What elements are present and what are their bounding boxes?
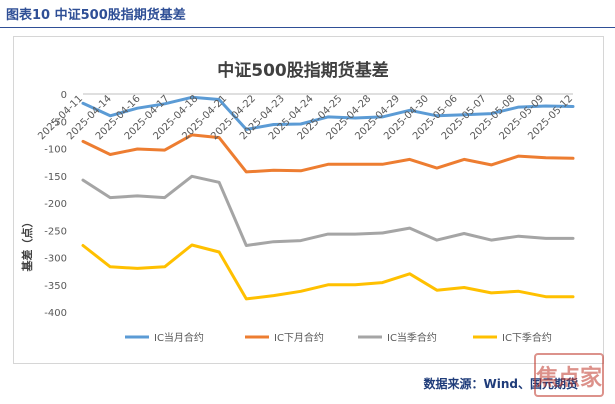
y-tick-label: -100 bbox=[44, 145, 67, 156]
y-tick-label: -150 bbox=[44, 172, 67, 183]
y-tick-label: 0 bbox=[61, 90, 67, 101]
y-tick-label: -400 bbox=[44, 308, 67, 319]
figure-caption: 图表10 中证500股指期货基差 bbox=[6, 8, 186, 23]
y-tick-label: -200 bbox=[44, 199, 67, 210]
y-tick-label: -300 bbox=[44, 254, 67, 265]
y-tick-label: -250 bbox=[44, 226, 67, 237]
y-axis-ticks: 0 -50 -100 -150 -200 -250 -300 -350 -400 bbox=[44, 90, 67, 319]
series-line-1 bbox=[81, 95, 575, 131]
x-axis-tick-labels: 2025-04-112025-04-142025-04-162025-04-17… bbox=[36, 93, 575, 142]
series-line-4 bbox=[81, 243, 575, 301]
chart-legend: IC当月合约 IC下月合约 IC当季合约 IC下季合约 bbox=[125, 331, 552, 344]
y-tick-label: -350 bbox=[44, 281, 67, 292]
legend-label: IC当季合约 bbox=[387, 331, 437, 344]
y-tick-label: -50 bbox=[51, 117, 67, 128]
chart-title: 中证500股指期货基差 bbox=[217, 60, 389, 81]
basis-line-chart: 中证500股指期货基差 基差（点） 0 -50 -100 -150 -200 -250 -3… bbox=[20, 60, 575, 344]
legend-label: IC下季合约 bbox=[502, 331, 552, 344]
watermark-logo: 焦点家 bbox=[534, 353, 604, 397]
series-lines bbox=[81, 95, 575, 301]
series-line-2 bbox=[81, 133, 575, 174]
y-axis-label: 基差（点） bbox=[20, 217, 34, 273]
legend-label: IC下月合约 bbox=[274, 331, 324, 344]
series-line-3 bbox=[81, 174, 575, 247]
svg-text:焦点家: 焦点家 bbox=[535, 365, 603, 391]
legend-label: IC当月合约 bbox=[154, 331, 204, 344]
header-divider bbox=[0, 27, 615, 28]
chart-frame bbox=[13, 36, 604, 364]
source-note: 数据来源：Wind、国元期货 bbox=[423, 377, 578, 391]
